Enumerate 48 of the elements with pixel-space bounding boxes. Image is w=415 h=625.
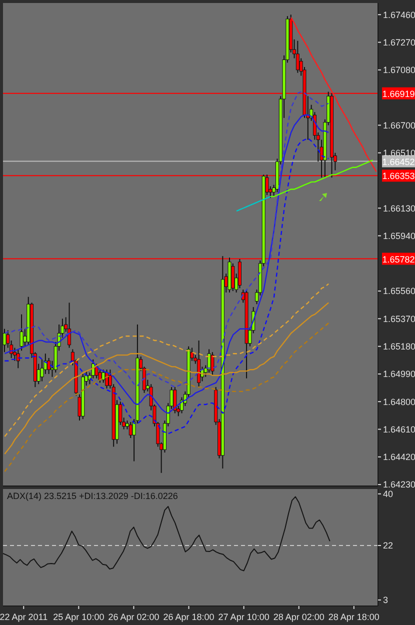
y-tick-label: 1.65370	[383, 314, 415, 324]
line-series	[270, 160, 374, 198]
y-tick-label: 40	[383, 489, 394, 500]
y-tick-label: 1.64610	[383, 424, 415, 434]
x-tick-label: 22 Apr 2011	[0, 612, 48, 622]
y-tick-label: 1.65180	[383, 342, 415, 352]
candlestick	[16, 348, 20, 369]
y-tick-label: 1.66130	[383, 203, 415, 214]
ref-line-label: 1.65782	[382, 254, 415, 264]
line-series	[236, 196, 272, 212]
y-tick-label: 1.66510	[383, 148, 415, 158]
y-tick-label: 1.66700	[383, 120, 415, 130]
y-tick-label: 1.65560	[383, 286, 415, 296]
x-tick-label: 28 Apr 02:00	[273, 612, 324, 622]
y-tick-label: 1.67270	[383, 37, 415, 48]
line-series	[4, 302, 330, 455]
y-tick-label: 3	[383, 595, 388, 606]
chart-title: ADX(14) 23.5215 +DI:13.2029 -DI:16.0226	[7, 491, 178, 501]
y-tick-label: 1.64230	[383, 480, 415, 490]
y-tick-label: 1.64420	[383, 452, 415, 462]
x-tick-label: 27 Apr 10:00	[218, 612, 270, 622]
y-tick-label: 22	[383, 540, 394, 551]
line-series	[4, 322, 330, 472]
x-tick-label: 26 Apr 18:00	[163, 612, 214, 622]
y-tick-label: 1.67460	[383, 10, 415, 20]
candlestick	[210, 352, 214, 376]
candlestick	[2, 328, 6, 353]
candlestick	[68, 302, 72, 348]
candlestick	[94, 363, 98, 379]
y-tick-label: 1.64990	[383, 369, 415, 380]
line-series	[290, 16, 377, 172]
candlestick	[173, 386, 177, 414]
ref-line-label: 1.66452	[382, 156, 415, 167]
y-tick-label: 1.67080	[383, 65, 415, 76]
candlestick	[20, 314, 24, 352]
line-series	[4, 283, 330, 438]
x-tick-label: 28 Apr 18:00	[328, 612, 380, 622]
y-tick-label: 1.65940	[383, 230, 415, 241]
candlestick	[197, 340, 201, 388]
candlestick	[102, 369, 106, 384]
candlestick	[47, 357, 51, 374]
y-tick-label: 1.64800	[383, 396, 415, 407]
ref-line-label: 1.66919	[382, 88, 415, 99]
ref-line-label: 1.66353	[382, 171, 415, 182]
x-tick-label: 26 Apr 02:00	[108, 612, 160, 622]
candlestick	[231, 262, 235, 292]
candlestick	[296, 40, 300, 74]
x-tick-label: 25 Apr 10:00	[53, 612, 104, 622]
